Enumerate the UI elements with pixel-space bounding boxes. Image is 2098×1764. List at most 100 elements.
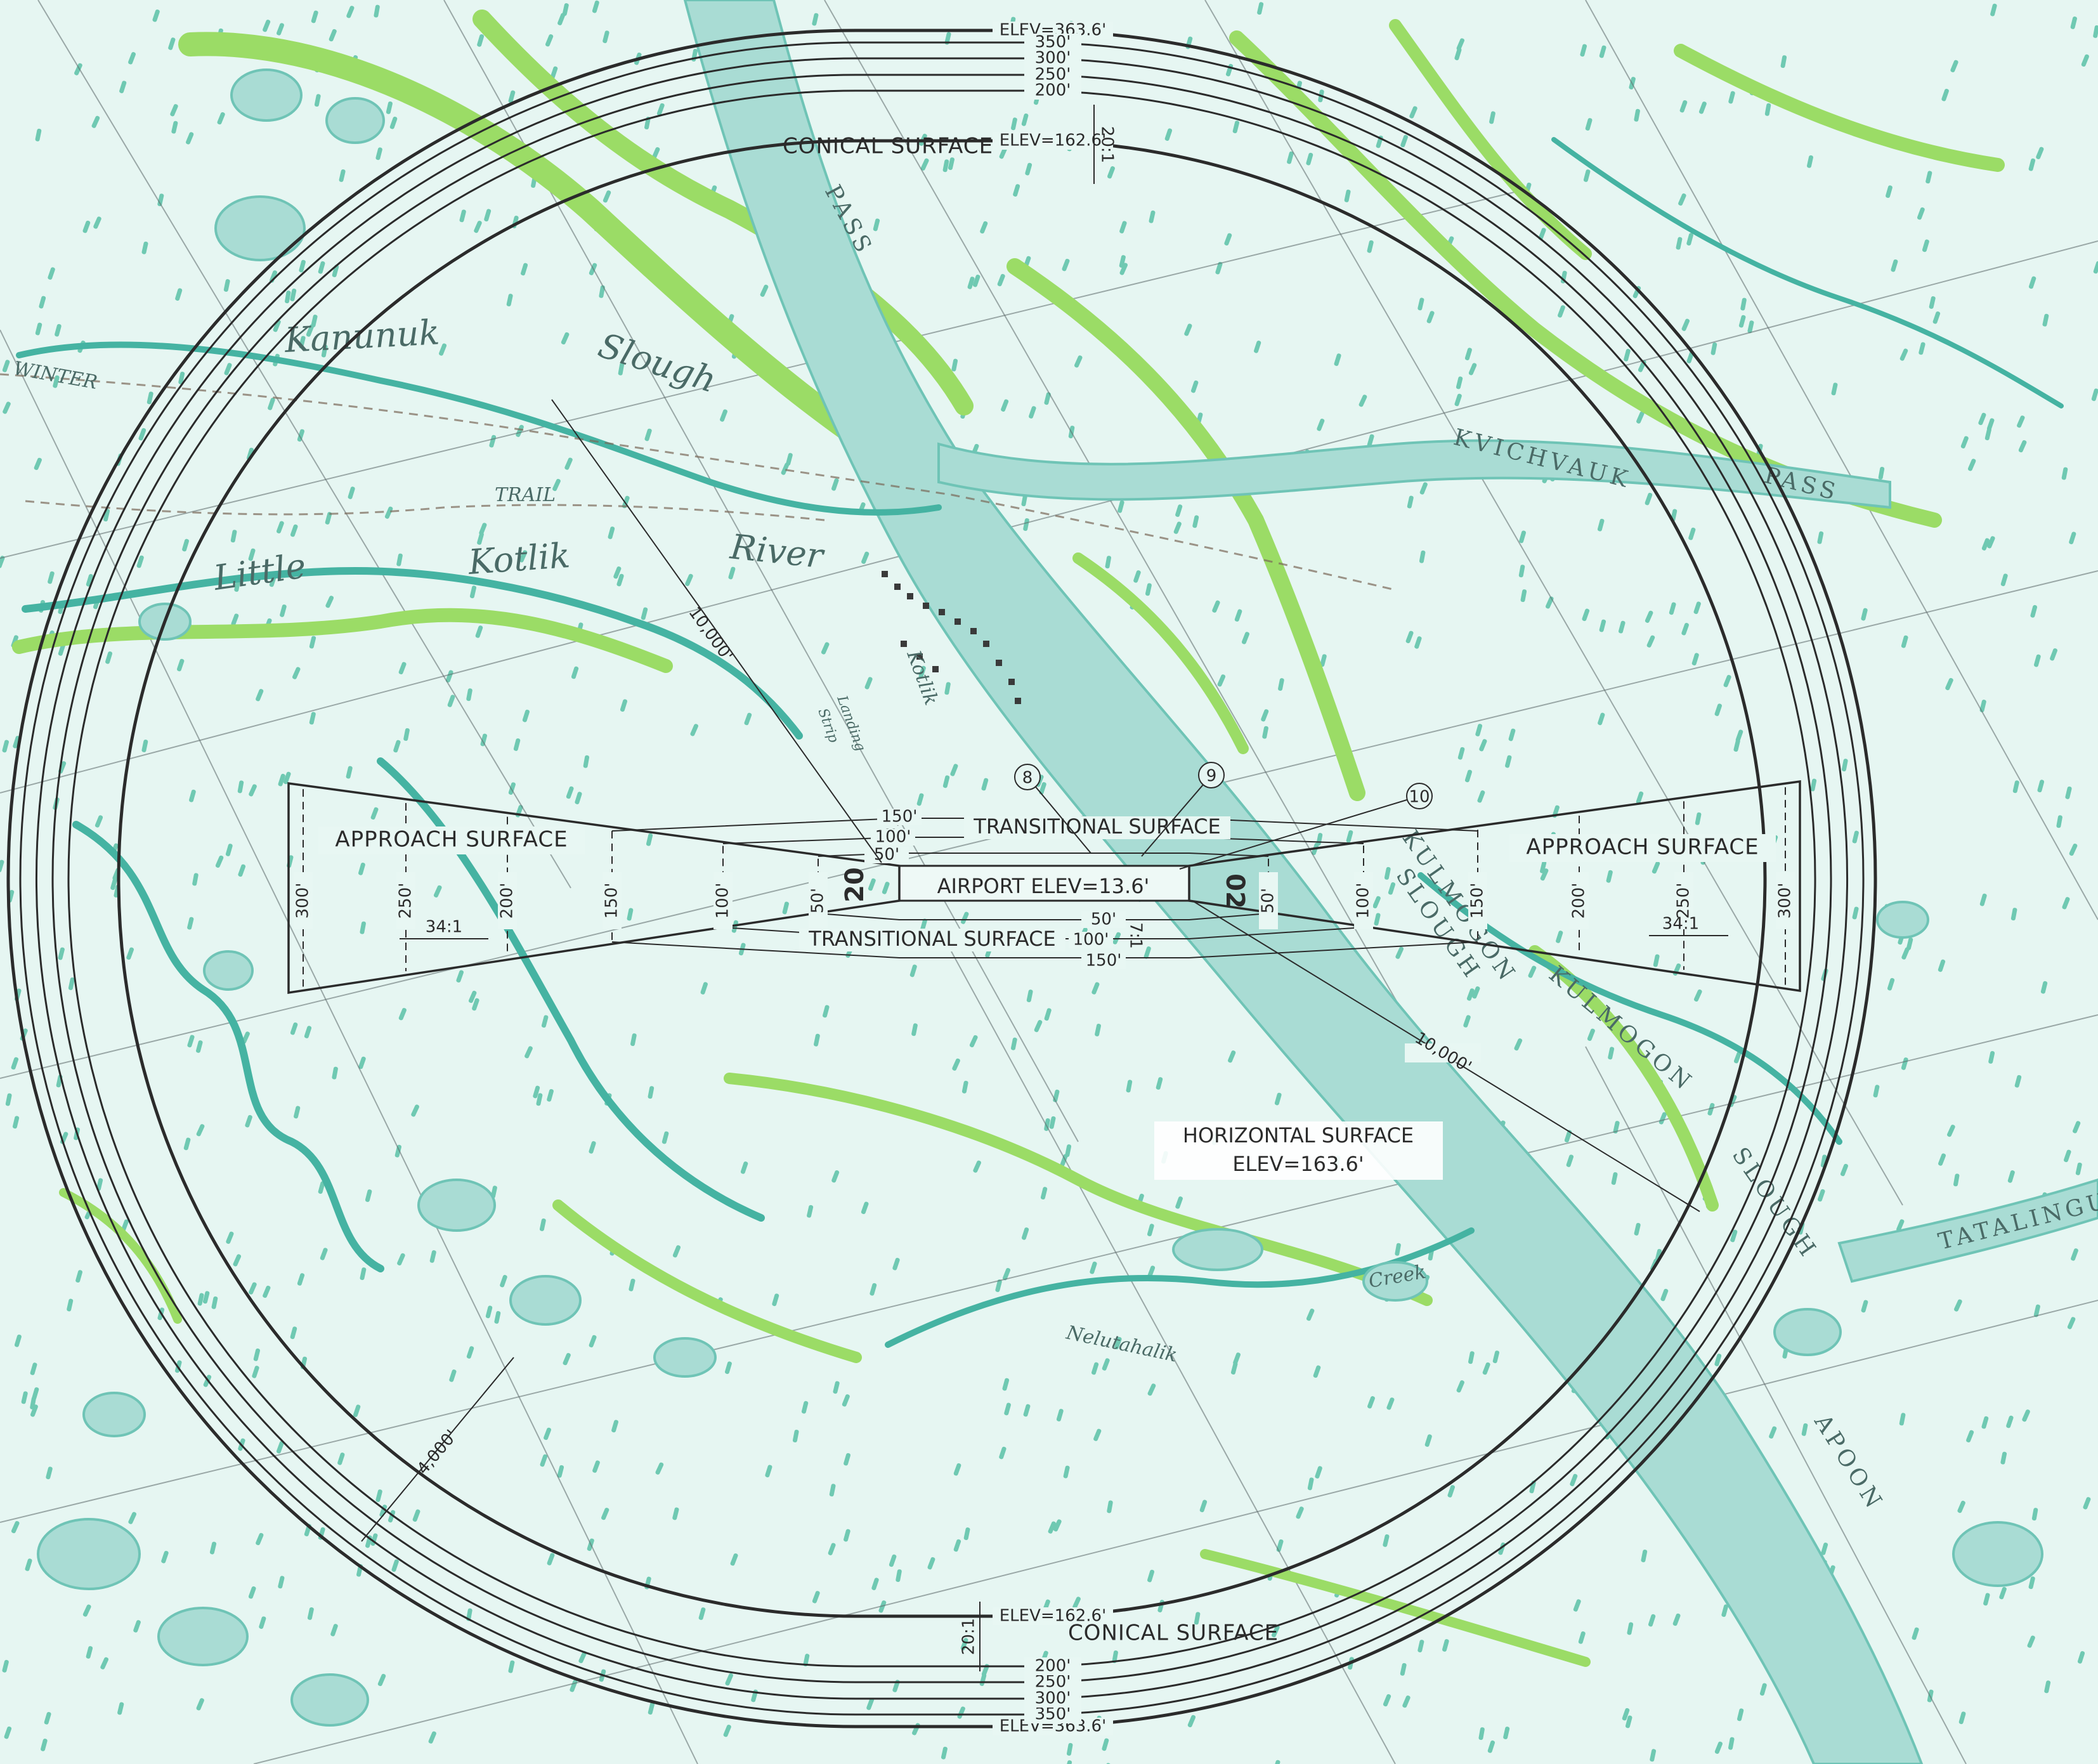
- label-backing: [1069, 932, 1113, 948]
- label-backing: [1570, 872, 1589, 929]
- marsh-symbol: [575, 792, 582, 804]
- marsh-symbol: [1599, 619, 1606, 632]
- marsh-symbol: [175, 288, 183, 301]
- approach-surface-east: [1188, 780, 1801, 993]
- marsh-symbol: [522, 709, 530, 722]
- marsh-symbol: [332, 265, 339, 277]
- elev-162-label-top: ELEV=162.6': [1000, 131, 1107, 150]
- marsh-symbol: [1145, 583, 1152, 596]
- marsh-symbol: [74, 63, 82, 75]
- marsh-symbol: [1983, 1593, 1990, 1606]
- marsh-symbol: [611, 1420, 619, 1433]
- marsh-symbol: [178, 371, 185, 384]
- marsh-symbol: [536, 1093, 543, 1106]
- marsh-symbol: [1175, 1196, 1183, 1209]
- marsh-symbol: [141, 241, 148, 254]
- marsh-symbol: [2028, 1576, 2035, 1590]
- marsh-symbol: [1262, 726, 1268, 739]
- marsh-symbol: [2030, 604, 2038, 618]
- marsh-symbol: [469, 585, 477, 599]
- marsh-symbol: [2, 1659, 9, 1673]
- marsh-symbol: [2040, 981, 2048, 994]
- horizontal-surface-label: HORIZONTAL SURFACE: [1183, 1123, 1414, 1147]
- marsh-symbol: [332, 1066, 338, 1080]
- marsh-symbol: [374, 4, 380, 18]
- marsh-symbol: [563, 1352, 571, 1366]
- marsh-symbol: [3, 402, 11, 414]
- marsh-symbol: [2050, 648, 2058, 661]
- marsh-symbol: [48, 267, 55, 280]
- marsh-symbol: [1950, 60, 1958, 73]
- label-backing: [1024, 1706, 1081, 1723]
- marsh-symbol: [589, 1141, 596, 1154]
- marsh-symbol: [599, 285, 605, 298]
- marsh-symbol: [828, 1543, 836, 1555]
- callout-leader-8: [1027, 776, 1091, 854]
- label-backing: [294, 872, 313, 929]
- marsh-symbol: [187, 917, 194, 930]
- marsh-symbol: [480, 733, 488, 747]
- runway-end-20: 20: [840, 867, 870, 903]
- marsh-symbol: [618, 362, 625, 376]
- marsh-symbol: [187, 1035, 195, 1048]
- marsh-symbol: [2010, 908, 2017, 921]
- label-backing: [1024, 1673, 1081, 1691]
- marsh-symbol: [1117, 500, 1124, 513]
- marsh-symbol: [592, 0, 599, 13]
- marsh-symbol: [358, 1056, 366, 1069]
- lakes: [37, 69, 2043, 1727]
- marsh-symbol: [412, 1509, 420, 1522]
- marsh-symbol: [1417, 1640, 1424, 1653]
- marsh-symbol: [892, 1257, 900, 1271]
- marsh-symbol: [1374, 913, 1381, 926]
- marsh-symbol: [833, 1381, 840, 1394]
- marsh-symbol: [126, 947, 134, 960]
- marsh-symbol: [1065, 1760, 1072, 1764]
- marsh-symbol: [309, 636, 316, 649]
- marsh-symbol: [960, 1638, 968, 1650]
- marsh-symbol: [223, 279, 230, 292]
- marsh-symbol: [690, 724, 698, 736]
- marsh-symbol: [1987, 536, 1995, 549]
- marsh-symbol: [957, 1706, 965, 1719]
- marsh-symbol: [533, 1085, 540, 1099]
- marsh-symbol: [1681, 318, 1690, 331]
- marsh-symbol: [2006, 1415, 2014, 1428]
- marsh-symbol: [105, 651, 113, 664]
- marsh-symbol: [1625, 1715, 1632, 1728]
- marsh-symbol: [1737, 1708, 1744, 1722]
- marsh-symbol: [48, 571, 55, 584]
- marsh-symbol: [1477, 790, 1485, 803]
- marsh-symbol: [1714, 1741, 1723, 1754]
- marsh-symbol: [147, 391, 153, 405]
- marsh-symbol: [1232, 121, 1240, 134]
- marsh-symbol: [1747, 320, 1754, 334]
- marsh-symbol: [41, 1739, 48, 1751]
- transitional-surface-label-south: TRANSITIONAL SURFACE: [808, 927, 1055, 951]
- marsh-symbol: [1817, 1189, 1825, 1202]
- marsh-symbol: [1861, 608, 1868, 621]
- marsh-symbol: [337, 1453, 345, 1465]
- marsh-symbol: [1518, 565, 1525, 578]
- marsh-symbol: [1287, 151, 1294, 164]
- marsh-symbol: [189, 789, 196, 802]
- marsh-symbol: [920, 918, 927, 931]
- label-backing: [1674, 872, 1693, 929]
- marsh-symbol: [1710, 342, 1717, 355]
- marsh-symbol: [278, 1576, 285, 1589]
- marsh-symbol: [1691, 653, 1699, 666]
- marsh-symbol: [1954, 1299, 1962, 1312]
- marsh-symbol: [524, 1046, 533, 1059]
- marsh-symbol: [1384, 866, 1391, 880]
- marsh-symbol: [474, 221, 482, 233]
- marsh-symbol: [245, 1114, 252, 1128]
- marsh-symbol: [389, 116, 398, 129]
- marsh-symbol: [1514, 1038, 1523, 1051]
- marsh-symbol: [1426, 311, 1435, 323]
- marsh-symbol: [1938, 959, 1946, 972]
- marsh-symbol: [2091, 388, 2098, 402]
- marsh-symbol: [225, 844, 233, 856]
- marsh-symbol: [1241, 632, 1249, 644]
- marsh-symbol: [1040, 1187, 1048, 1200]
